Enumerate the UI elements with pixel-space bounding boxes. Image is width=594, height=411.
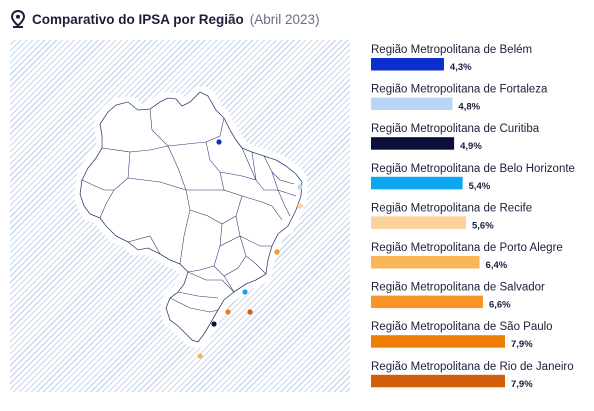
chart-subtitle: (Abril 2023) <box>249 11 320 27</box>
brazil-map-icon <box>79 91 303 359</box>
bar-value-label: 7,9% <box>511 339 533 350</box>
map-panel <box>10 40 350 392</box>
bar-value-label: 4,3% <box>450 62 472 73</box>
bar <box>371 97 453 111</box>
map-marker <box>247 309 253 315</box>
bar-category-label: Região Metropolitana de Porto Alegre <box>371 242 563 254</box>
bar-chart: Região Metropolitana de Belém 4,3% Região … <box>371 42 591 392</box>
bar <box>371 295 483 309</box>
map-marker <box>197 353 203 359</box>
state-borders <box>81 108 297 313</box>
bar-category-label: Região Metropolitana de Salvador <box>371 282 545 294</box>
map-marker <box>216 139 222 145</box>
bar-chart-svg: Região Metropolitana de Belém 4,3% Região … <box>371 44 575 390</box>
bar-value-label: 6,6% <box>489 300 511 311</box>
map-marker <box>225 309 231 315</box>
bar <box>371 58 444 71</box>
bar-category-label: Região Metropolitana de Belém <box>371 44 532 56</box>
bar <box>371 137 455 150</box>
map-marker <box>297 203 303 209</box>
map-marker <box>242 289 248 295</box>
bar <box>371 374 505 388</box>
bar-value-label: 4,8% <box>458 102 480 113</box>
bar-category-label: Região Metropolitana de Rio de Janeiro <box>371 361 574 373</box>
bar-value-label: 7,9% <box>511 379 533 390</box>
bar-category-label: Região Metropolitana de Belo Horizonte <box>371 163 575 175</box>
bar <box>371 216 466 229</box>
map-marker <box>274 249 280 255</box>
map-marker <box>211 321 217 327</box>
chart-title: Comparativo do IPSA por Região <box>32 11 244 27</box>
bar-category-label: Região Metropolitana de São Paulo <box>371 321 553 333</box>
bar <box>371 335 505 348</box>
brazil-outline <box>79 91 303 343</box>
chart-header: Comparativo do IPSA por Região (Abril 20… <box>10 10 320 28</box>
map-marker <box>297 184 303 190</box>
bar-value-label: 4,9% <box>460 141 482 152</box>
map-pin-icon <box>10 10 26 28</box>
bar-category-label: Região Metropolitana de Recife <box>371 202 532 214</box>
bar-category-label: Região Metropolitana de Curitiba <box>371 123 540 135</box>
bar-value-label: 5,6% <box>472 220 494 231</box>
bar <box>371 176 463 190</box>
bar-value-label: 5,4% <box>469 181 491 192</box>
bar-value-label: 6,4% <box>486 260 508 271</box>
bar <box>371 256 480 269</box>
bar-category-label: Região Metropolitana de Fortaleza <box>371 84 548 96</box>
